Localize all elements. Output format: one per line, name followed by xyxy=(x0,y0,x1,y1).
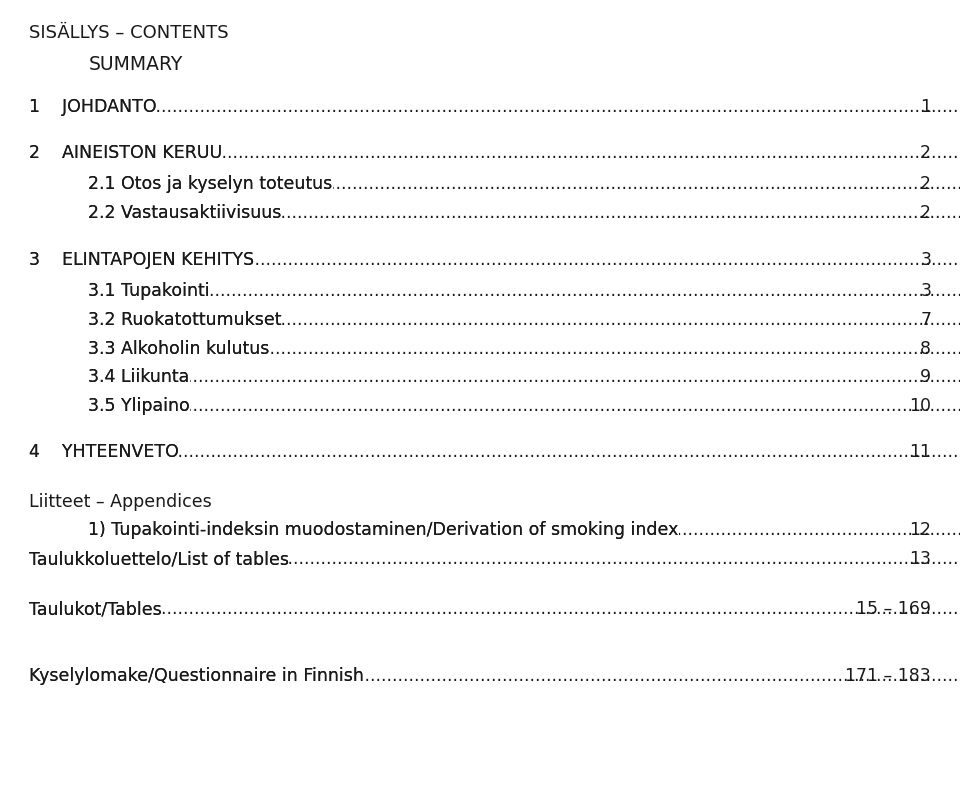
Text: 3.1 Tupakointi: 3.1 Tupakointi xyxy=(88,282,210,300)
Text: 3.2 Ruokatottumukset: 3.2 Ruokatottumukset xyxy=(88,310,282,329)
Text: ................................................................................: ........................................… xyxy=(88,521,960,539)
Text: Taulukot/Tables: Taulukot/Tables xyxy=(29,600,161,618)
Text: 3.5 Ylipaino: 3.5 Ylipaino xyxy=(88,397,190,415)
Text: Taulukkoluettelo/List of tables: Taulukkoluettelo/List of tables xyxy=(29,550,289,568)
Text: 8: 8 xyxy=(921,339,931,358)
Text: 12: 12 xyxy=(909,521,931,539)
Text: 1    JOHDANTO: 1 JOHDANTO xyxy=(29,97,156,116)
Text: ................................................................................: ........................................… xyxy=(29,550,960,568)
Text: 3    ELINTAPOJEN KEHITYS: 3 ELINTAPOJEN KEHITYS xyxy=(29,251,254,269)
Text: 3    ELINTAPOJEN KEHITYS: 3 ELINTAPOJEN KEHITYS xyxy=(29,251,254,269)
Text: ................................................................................: ........................................… xyxy=(88,397,960,415)
Text: Kyselylomake/Questionnaire in Finnish: Kyselylomake/Questionnaire in Finnish xyxy=(29,666,364,685)
Text: Liitteet – Appendices: Liitteet – Appendices xyxy=(29,492,211,511)
Text: ................................................................................: ........................................… xyxy=(29,144,960,162)
Text: 1) Tupakointi-indeksin muodostaminen/Derivation of smoking index: 1) Tupakointi-indeksin muodostaminen/Der… xyxy=(88,521,679,539)
Text: 3.5 Ylipaino: 3.5 Ylipaino xyxy=(88,397,190,415)
Text: 3.4 Liikunta: 3.4 Liikunta xyxy=(88,368,189,386)
Text: 2: 2 xyxy=(921,144,931,162)
Text: ................................................................................: ........................................… xyxy=(88,175,960,193)
Text: 3: 3 xyxy=(921,282,931,300)
Text: ................................................................................: ........................................… xyxy=(88,368,960,386)
Text: 3.1 Tupakointi: 3.1 Tupakointi xyxy=(88,282,210,300)
Text: Kyselylomake/Questionnaire in Finnish: Kyselylomake/Questionnaire in Finnish xyxy=(29,666,364,685)
Text: ................................................................................: ........................................… xyxy=(88,310,960,329)
Text: ................................................................................: ........................................… xyxy=(88,339,960,358)
Text: ................................................................................: ........................................… xyxy=(29,443,960,461)
Text: 7: 7 xyxy=(921,310,931,329)
Text: 1) Tupakointi-indeksin muodostaminen/Derivation of smoking index: 1) Tupakointi-indeksin muodostaminen/Der… xyxy=(88,521,679,539)
Text: 2.2 Vastausaktiivisuus: 2.2 Vastausaktiivisuus xyxy=(88,203,281,222)
Text: 3.4 Liikunta: 3.4 Liikunta xyxy=(88,368,189,386)
Text: 3.3 Alkoholin kulutus: 3.3 Alkoholin kulutus xyxy=(88,339,270,358)
Text: 4    YHTEENVETO: 4 YHTEENVETO xyxy=(29,443,179,461)
Text: 2    AINEISTON KERUU: 2 AINEISTON KERUU xyxy=(29,144,222,162)
Text: 2: 2 xyxy=(921,203,931,222)
Text: ................................................................................: ........................................… xyxy=(29,600,960,618)
Text: SISÄLLYS – CONTENTS: SISÄLLYS – CONTENTS xyxy=(29,24,228,42)
Text: 3.3 Alkoholin kulutus: 3.3 Alkoholin kulutus xyxy=(88,339,270,358)
Text: ................................................................................: ........................................… xyxy=(29,251,960,269)
Text: 9: 9 xyxy=(920,368,931,386)
Text: 11: 11 xyxy=(909,443,931,461)
Text: 2: 2 xyxy=(921,175,931,193)
Text: ................................................................................: ........................................… xyxy=(88,203,960,222)
Text: Taulukkoluettelo/List of tables: Taulukkoluettelo/List of tables xyxy=(29,550,289,568)
Text: 2    AINEISTON KERUU: 2 AINEISTON KERUU xyxy=(29,144,222,162)
Text: 10: 10 xyxy=(909,397,931,415)
Text: SUMMARY: SUMMARY xyxy=(88,55,182,74)
Text: 2.2 Vastausaktiivisuus: 2.2 Vastausaktiivisuus xyxy=(88,203,281,222)
Text: 2.1 Otos ja kyselyn toteutus: 2.1 Otos ja kyselyn toteutus xyxy=(88,175,332,193)
Text: 4    YHTEENVETO: 4 YHTEENVETO xyxy=(29,443,179,461)
Text: 171 – 183: 171 – 183 xyxy=(846,666,931,685)
Text: 3.2 Ruokatottumukset: 3.2 Ruokatottumukset xyxy=(88,310,282,329)
Text: ................................................................................: ........................................… xyxy=(29,666,960,685)
Text: 13: 13 xyxy=(909,550,931,568)
Text: 15 – 169: 15 – 169 xyxy=(856,600,931,618)
Text: ................................................................................: ........................................… xyxy=(88,282,960,300)
Text: 1: 1 xyxy=(921,97,931,116)
Text: 2.1 Otos ja kyselyn toteutus: 2.1 Otos ja kyselyn toteutus xyxy=(88,175,332,193)
Text: ................................................................................: ........................................… xyxy=(29,97,960,116)
Text: 1    JOHDANTO: 1 JOHDANTO xyxy=(29,97,156,116)
Text: Taulukot/Tables: Taulukot/Tables xyxy=(29,600,161,618)
Text: 3: 3 xyxy=(921,251,931,269)
